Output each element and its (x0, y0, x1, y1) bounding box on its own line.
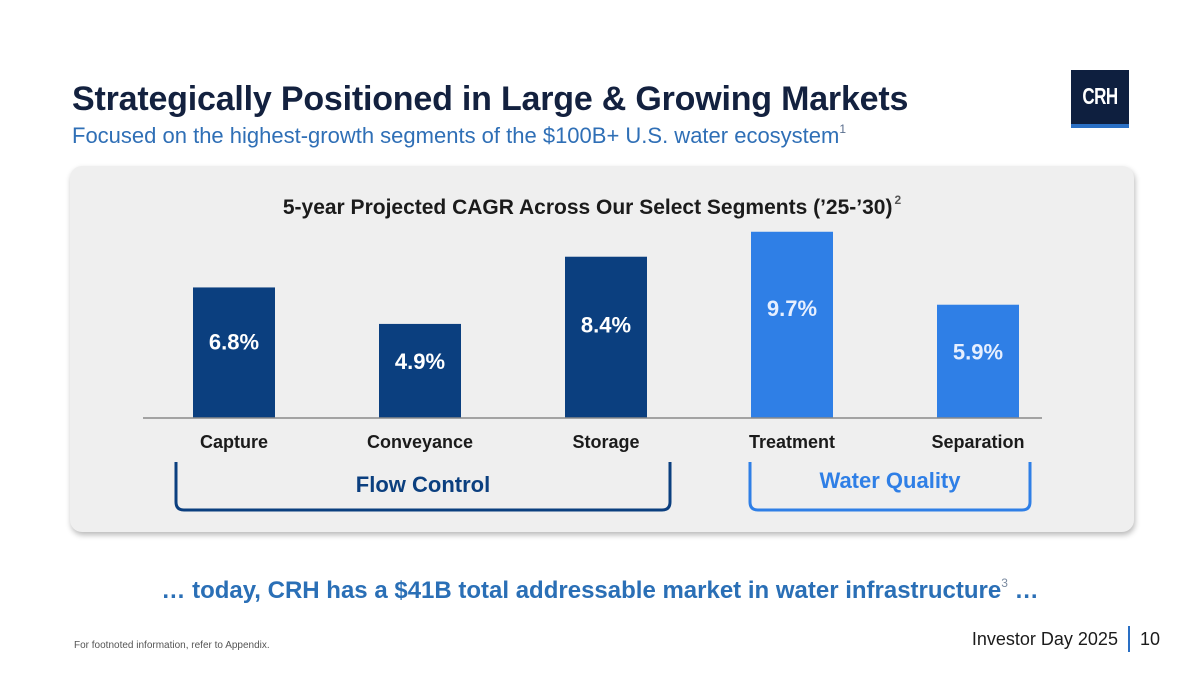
chart-title: 5-year Projected CAGR Across Our Select … (283, 193, 902, 219)
tagline-footnote-marker: 3 (1001, 576, 1008, 590)
group-brackets: Flow Control Water Quality (174, 462, 1032, 512)
bar-treatment (751, 231, 833, 418)
bracket-flow-control (174, 462, 672, 512)
group-label-water-quality: Water Quality (820, 468, 962, 493)
subtitle-text: Focused on the highest-growth segments o… (72, 123, 840, 148)
bar-capture (193, 287, 275, 418)
value-label-treatment: 9.7% (767, 296, 817, 321)
tagline-suffix: … (1007, 577, 1039, 604)
value-label-storage: 8.4% (581, 313, 631, 338)
chart-panel: 5-year Projected CAGR Across Our Select … (70, 166, 1134, 532)
slide-subtitle: Focused on the highest-growth segments o… (72, 121, 847, 149)
category-label-capture: Capture (200, 432, 268, 452)
footer-divider (1127, 626, 1130, 652)
category-label-storage: Storage (572, 432, 639, 452)
tagline: … today, CRH has a $41B total addressabl… (0, 576, 1200, 605)
subtitle-footnote-marker: 1 (839, 121, 847, 136)
tagline-text: … today, CRH has a $41B total addressabl… (161, 577, 1002, 604)
footer: Investor Day 2025 10 (972, 626, 1160, 652)
category-label-separation: Separation (931, 432, 1024, 452)
footnote: For footnoted information, refer to Appe… (74, 640, 270, 651)
category-label-conveyance: Conveyance (367, 432, 473, 452)
category-labels: Capture Conveyance Storage Treatment Separat… (200, 432, 1025, 452)
category-label-treatment: Treatment (749, 432, 835, 452)
value-label-separation: 5.9% (953, 340, 1003, 365)
bar-separation (937, 304, 1019, 418)
bar-series: 6.8% 4.9% 8.4% 9.7% 5.9% (193, 231, 1019, 418)
logo-text: CRH (1082, 83, 1118, 110)
value-label-capture: 6.8% (209, 329, 259, 354)
value-label-conveyance: 4.9% (395, 349, 445, 374)
bar-conveyance (379, 323, 461, 418)
slide-title: Strategically Positioned in Large & Grow… (72, 80, 909, 118)
group-label-flow-control: Flow Control (356, 472, 490, 497)
chart-title-footnote-marker: 2 (894, 193, 901, 207)
bracket-water-quality (748, 462, 1032, 512)
crh-logo: CRH (1071, 70, 1129, 128)
chart-title-text: 5-year Projected CAGR Across Our Select … (283, 196, 893, 219)
page-number: 10 (1139, 628, 1160, 649)
bar-storage (565, 256, 647, 418)
bar-chart: 5-year Projected CAGR Across Our Select … (143, 193, 1042, 512)
footer-event: Investor Day 2025 (971, 628, 1118, 649)
